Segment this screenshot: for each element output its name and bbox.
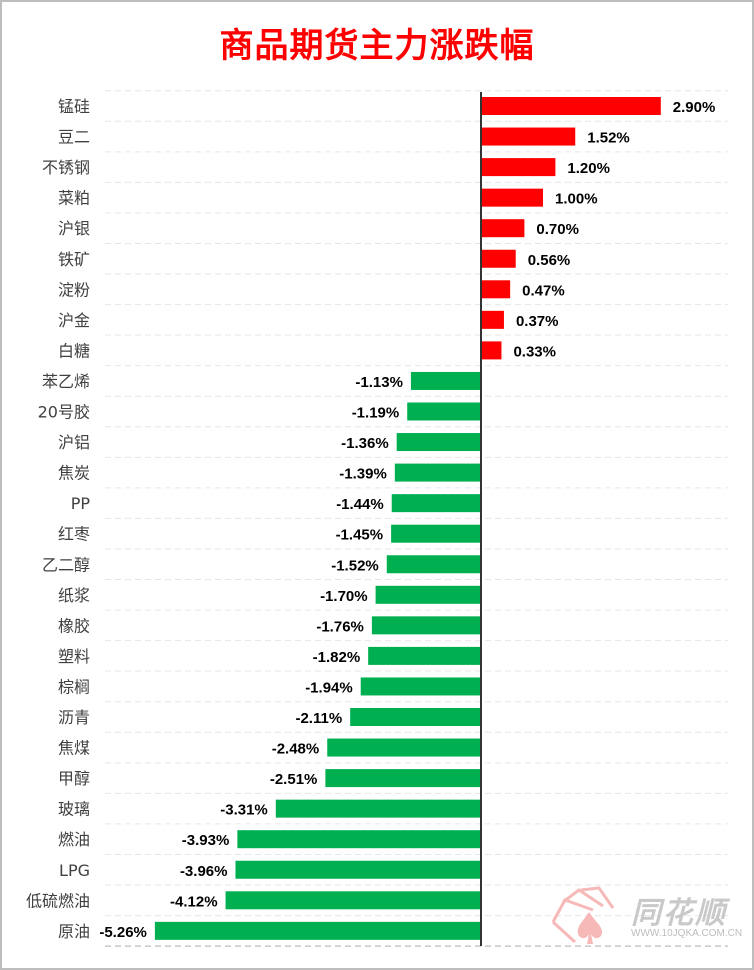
data-label: -4.12% [170, 893, 218, 910]
data-label: 1.00% [555, 191, 598, 208]
category-label: 沪银 [58, 219, 90, 238]
bar [407, 402, 481, 421]
category-label: 焦炭 [58, 464, 90, 483]
bar [481, 249, 516, 268]
data-label: 0.37% [516, 313, 559, 330]
data-label: -2.11% [295, 710, 342, 727]
bar [275, 799, 481, 818]
data-label: 0.70% [536, 221, 579, 238]
bar [375, 585, 481, 604]
bar [391, 524, 481, 543]
category-label: 20号胶 [38, 403, 90, 422]
bar [396, 433, 481, 452]
category-label: 沪铝 [58, 433, 90, 452]
data-label: 0.33% [513, 343, 556, 360]
data-label: -1.94% [305, 679, 353, 696]
data-label: -1.76% [316, 618, 364, 635]
data-label: -3.31% [220, 802, 268, 819]
bar [237, 830, 481, 849]
category-label: 棕榈 [58, 677, 90, 696]
bar [481, 188, 543, 207]
bar [386, 555, 481, 574]
category-label: PP [71, 494, 91, 513]
data-label: 2.90% [673, 99, 716, 116]
bar [481, 97, 661, 115]
category-label: 原油 [58, 922, 90, 941]
category-label: 菜粕 [58, 189, 90, 208]
data-label: 0.56% [528, 252, 571, 269]
category-label: 低硫燃油 [26, 891, 90, 910]
bar [371, 616, 481, 635]
data-label: -1.19% [352, 405, 400, 422]
bar [481, 341, 502, 360]
category-label: 不锈钢 [42, 158, 90, 177]
category-label: 橡胶 [58, 616, 90, 635]
category-label: 苯乙烯 [42, 372, 90, 391]
data-label: -1.70% [320, 588, 368, 605]
category-label: 豆二 [58, 128, 90, 147]
data-label: -3.93% [182, 832, 230, 849]
bar [368, 646, 481, 665]
bar [481, 158, 556, 177]
data-label: 0.47% [522, 282, 565, 299]
data-label: -2.48% [272, 741, 320, 758]
data-label: -1.82% [313, 649, 361, 666]
bar [154, 921, 481, 940]
watermark-name: 同花顺 [631, 896, 727, 931]
category-label: 沪金 [58, 311, 90, 330]
bar [481, 280, 511, 299]
data-label: 1.52% [587, 130, 630, 147]
category-label: 纸浆 [58, 586, 90, 605]
category-label: 燃油 [58, 830, 90, 849]
category-label: 沥青 [58, 708, 90, 727]
category-label: 红枣 [58, 525, 90, 544]
bar [360, 677, 481, 696]
chart-title: 商品期货主力涨跌幅 [219, 26, 535, 66]
bar [481, 127, 576, 146]
category-label: 锰硅 [58, 97, 90, 116]
cards-logo-icon [551, 886, 615, 944]
data-label: -1.39% [339, 466, 387, 483]
category-label: 白糖 [58, 341, 90, 360]
category-label: 玻璃 [58, 800, 90, 819]
category-label: 甲醇 [58, 769, 90, 788]
bar [327, 738, 481, 757]
bar [394, 463, 481, 482]
bar [350, 708, 481, 726]
data-label: -3.96% [180, 863, 228, 880]
bar [225, 891, 481, 910]
data-label: -1.36% [341, 435, 389, 452]
bar [481, 310, 504, 329]
category-label: 铁矿 [58, 250, 90, 269]
data-label: -1.45% [336, 527, 384, 544]
data-label: -5.26% [99, 924, 147, 941]
data-label: 1.20% [567, 160, 610, 177]
category-label: 淀粉 [58, 280, 90, 299]
category-label: 塑料 [58, 647, 90, 666]
data-label: -1.52% [331, 557, 379, 574]
bar [481, 219, 525, 238]
bar [235, 860, 481, 879]
category-label: 焦煤 [58, 739, 90, 758]
bar [410, 371, 481, 390]
watermark-url: WWW.10JQKA.COM.CN [631, 928, 743, 939]
bar [391, 494, 481, 513]
category-label: LPG [59, 861, 90, 880]
data-label: -1.44% [336, 496, 384, 513]
category-label: 乙二醇 [42, 555, 90, 574]
data-label: -2.51% [270, 771, 318, 788]
bar [325, 769, 481, 788]
data-label: -1.13% [355, 374, 403, 391]
